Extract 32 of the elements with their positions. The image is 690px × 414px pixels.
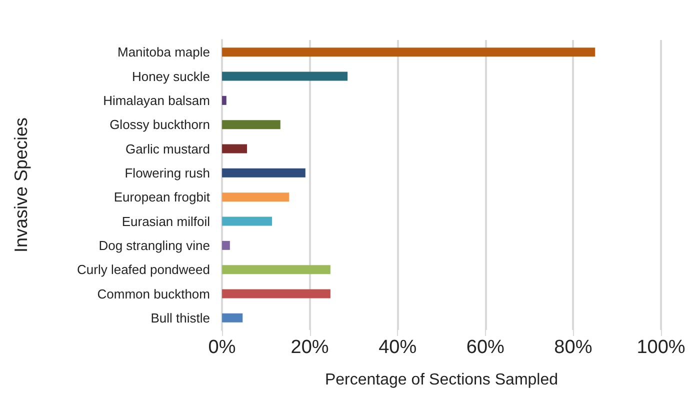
y-tick-label: Himalayan balsam [103,92,210,108]
y-tick-label: Dog strangling vine [98,238,210,253]
bar [222,216,272,226]
y-axis-title: Invasive Species [11,117,31,253]
bar [222,72,348,81]
bar [222,313,243,322]
x-tick-label: 60% [466,337,505,358]
x-tick-label: 20% [290,337,329,358]
bar [222,120,280,130]
bar [222,240,230,250]
x-tick-label: 0% [208,337,236,358]
x-tick-label: 100% [636,337,686,358]
y-tick-label: Honey suckle [132,68,210,84]
x-tick-label: 40% [378,337,417,358]
y-tick-label: Curly leafed pondweed [77,262,210,278]
y-tick-label: European frogbit [114,190,210,205]
y-tick-label: Flowering rush [124,165,210,180]
bar [222,48,596,57]
y-tick-label: Eurasian milfoil [122,214,210,229]
bar [222,192,290,202]
y-tick-label: Manitoba maple [118,44,210,60]
x-axis-title: Percentage of Sections Sampled [324,372,558,388]
bar [222,96,226,105]
bar [222,265,330,274]
x-tick-label: 80% [554,337,592,358]
bar [222,144,248,154]
y-tick-label: Common buckthom [97,286,210,302]
bar [222,168,306,178]
y-tick-label: Bull thistle [150,310,210,326]
y-tick-label: Garlic mustard [125,141,210,156]
bar [222,289,330,298]
y-tick-label: Glossy buckthorn [110,117,210,132]
